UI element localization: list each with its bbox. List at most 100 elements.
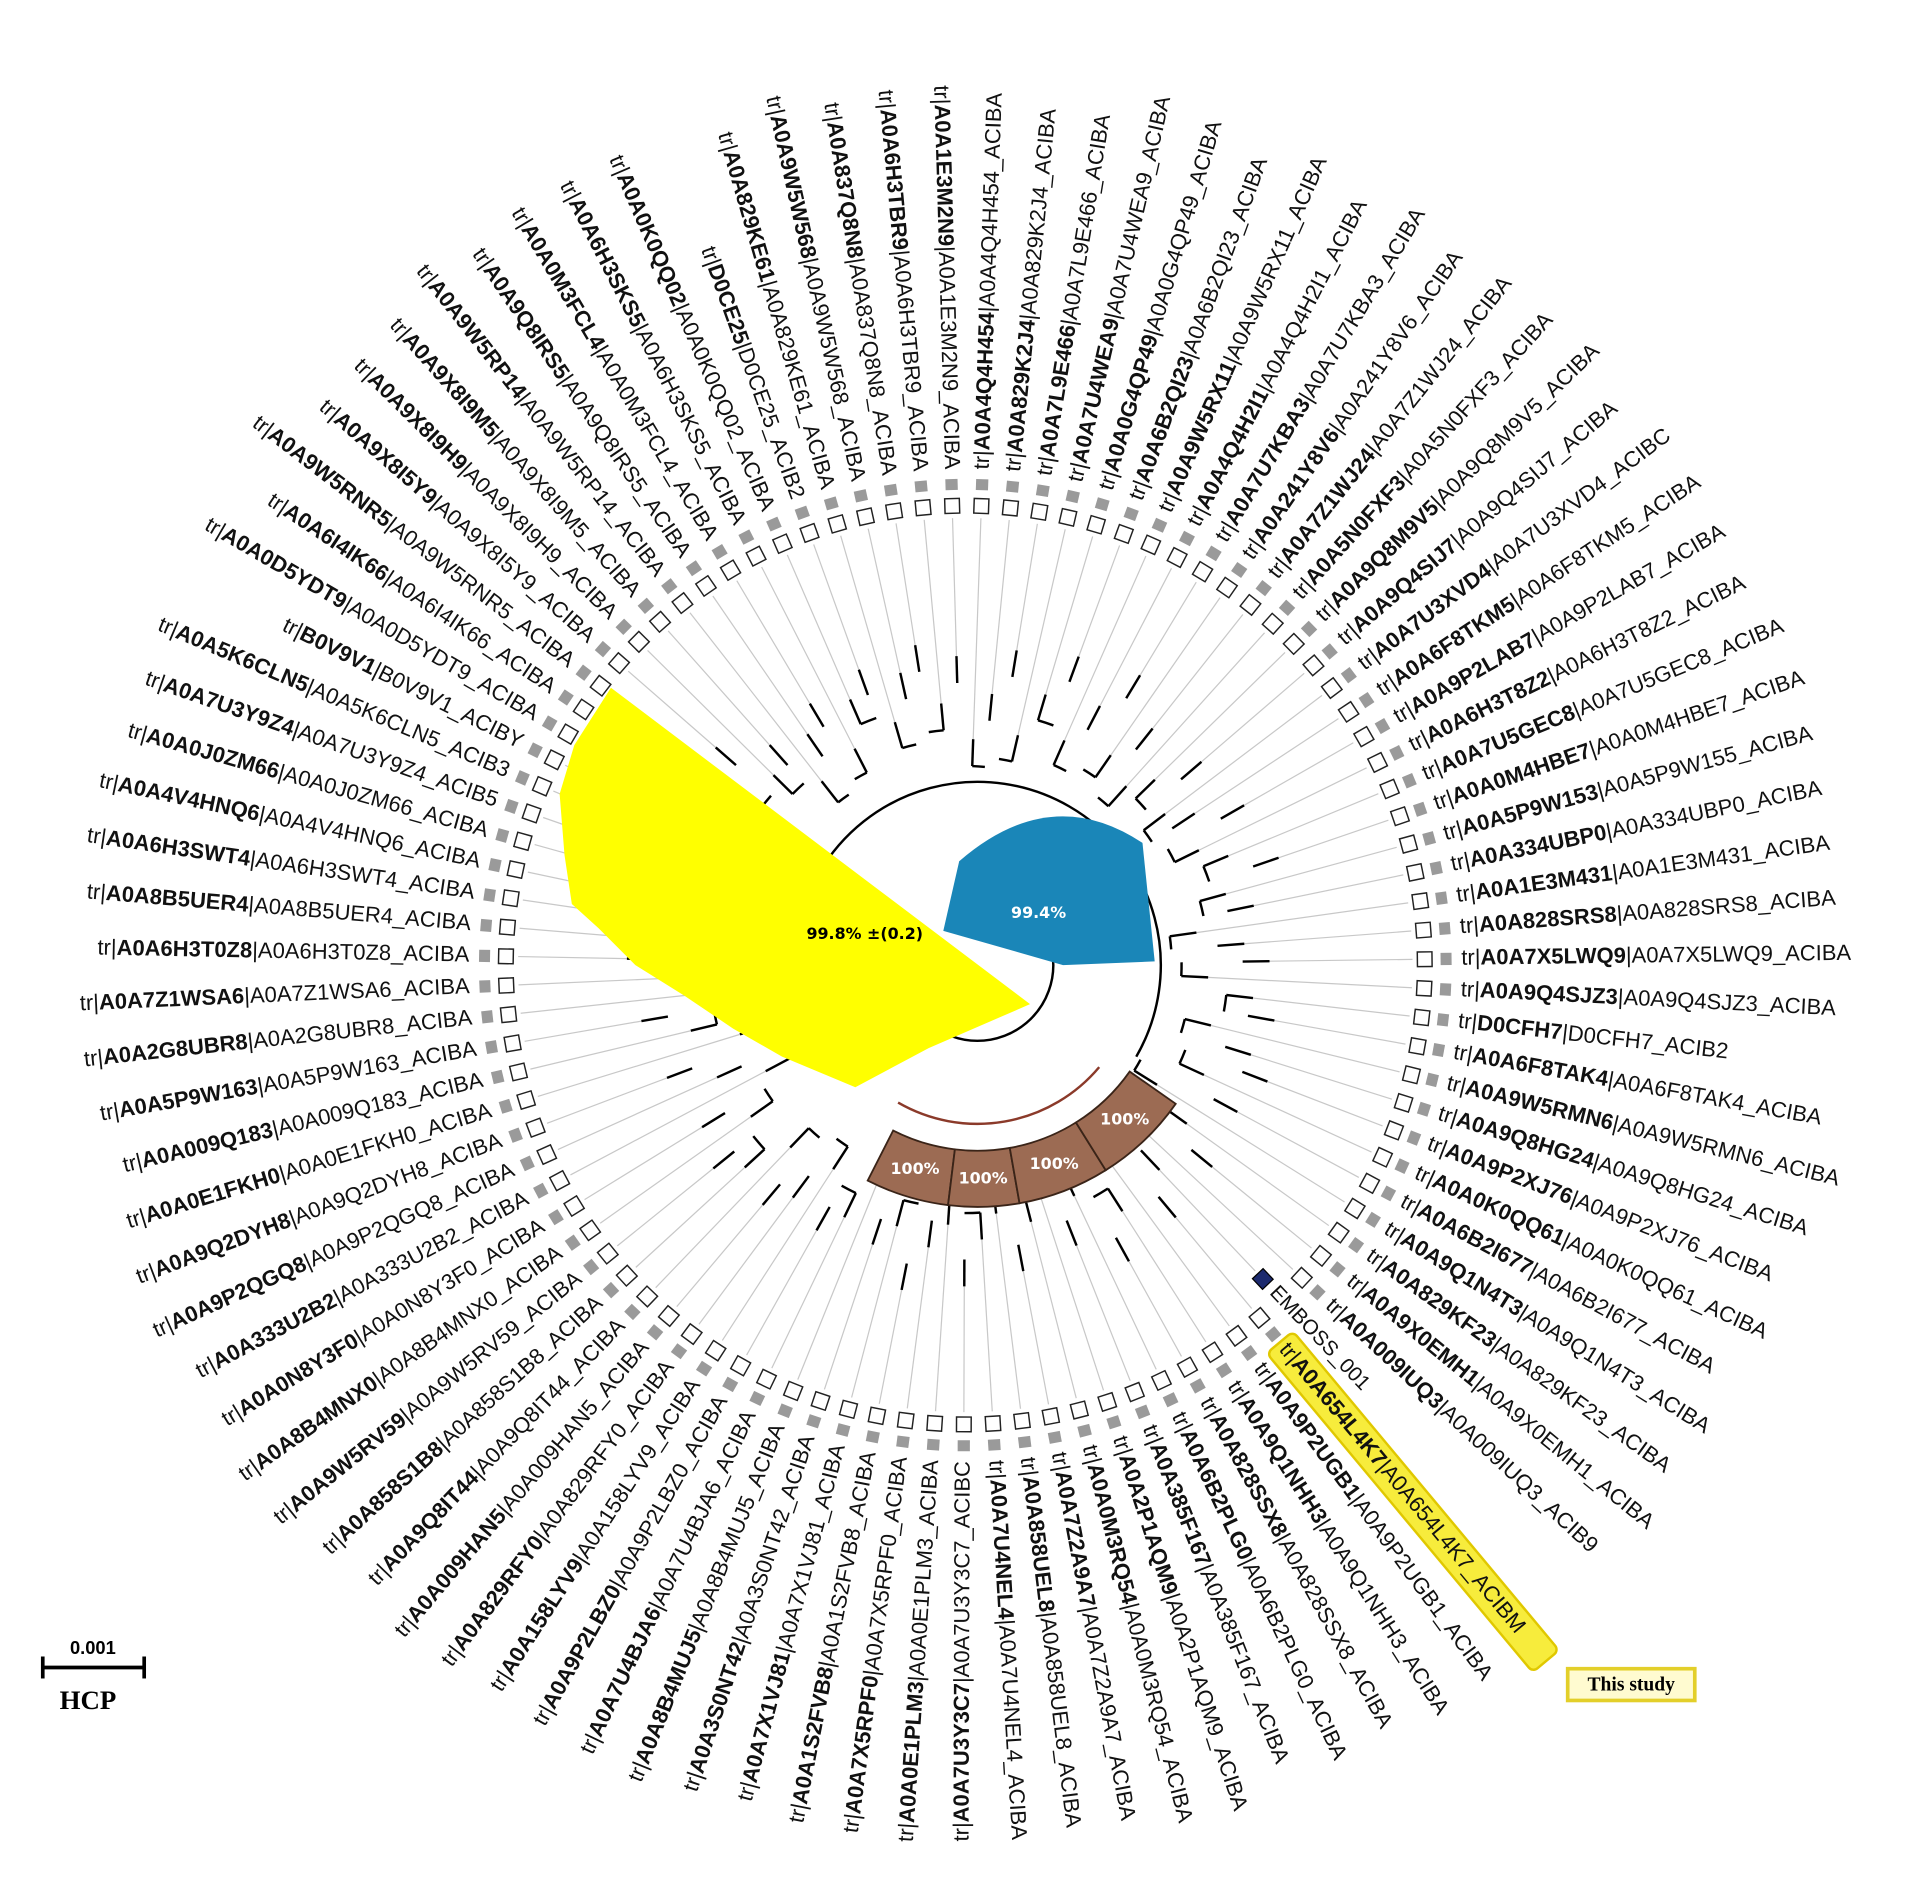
- leaf-branch: [1156, 1084, 1345, 1203]
- branch: [1171, 812, 1196, 830]
- leaf-accession: A0A7U4NEL4: [986, 1478, 1019, 1621]
- leaf-box: [1097, 1391, 1118, 1413]
- leaf-branch: [530, 1030, 691, 1070]
- study-note-box: [1565, 1666, 1697, 1703]
- branch: [820, 780, 840, 804]
- leaf-marker: [853, 489, 869, 503]
- branch: [857, 669, 870, 696]
- leaf-label: tr|A0A1E3M2N9|A0A1E3M2N9_ACIBA: [929, 85, 965, 470]
- leaf-branch: [1016, 523, 1038, 651]
- leaf-box: [867, 1406, 887, 1426]
- leaf-text: tr|: [98, 1097, 121, 1125]
- branch: [1140, 1149, 1161, 1171]
- leaf-branch: [895, 523, 916, 646]
- branch: [1125, 674, 1142, 699]
- leaf-accession: A0A828SRS8: [1478, 901, 1618, 936]
- branch: [701, 1112, 726, 1129]
- leaf-marker: [823, 496, 839, 511]
- leaf-label: tr|A0A7U3Y3C7|A0A7U3Y3C7_ACIBC: [948, 1461, 974, 1842]
- branch-arc: [817, 780, 1162, 1058]
- clade-brown: [1074, 1070, 1177, 1172]
- branch: [927, 1220, 934, 1248]
- branch-arc: [1222, 994, 1228, 1012]
- leaf-accession: A0A8B5UER4: [105, 880, 250, 917]
- branch: [750, 1100, 774, 1118]
- leaf-accession: A0A9W5W568: [766, 112, 822, 261]
- leaf-branch: [524, 1020, 642, 1042]
- branches: [518, 518, 1413, 1413]
- leaf-marker: [514, 770, 530, 786]
- leaf-text: |A0A858UEL8_ACIBA: [1035, 1610, 1087, 1829]
- clade-brown-label: 100%: [890, 1159, 939, 1178]
- leaf-marker: [480, 918, 493, 932]
- leaf-branch: [1274, 1019, 1406, 1045]
- branch: [1174, 849, 1200, 864]
- branch: [768, 744, 789, 766]
- leaf-branch: [1201, 672, 1305, 763]
- leaf-box: [1261, 612, 1285, 636]
- leaf-box: [563, 1194, 586, 1218]
- leaf-box: [1416, 951, 1433, 968]
- branch: [832, 1145, 849, 1170]
- leaf-accession: A0A7X5LWQ9: [1480, 942, 1626, 969]
- leaf-box: [1225, 1324, 1248, 1348]
- leaf-box: [782, 1380, 804, 1402]
- leaf-box: [589, 674, 612, 698]
- leaf-text: tr|: [1461, 944, 1480, 969]
- leaf-box: [755, 1368, 778, 1390]
- leaf-marker: [1440, 952, 1452, 966]
- leaf-box: [1415, 979, 1433, 997]
- leaf-text: |A0A7X5LWQ9_ACIBA: [1626, 940, 1852, 968]
- leaf-text: tr|: [968, 450, 994, 470]
- leaf-box: [745, 545, 767, 567]
- leaf-box: [1150, 1369, 1173, 1392]
- leaf-marker: [1189, 1378, 1206, 1394]
- branch: [1169, 931, 1197, 938]
- leaf-marker: [1065, 489, 1080, 504]
- leaf-box: [627, 630, 651, 654]
- branch-arc: [1168, 936, 1173, 950]
- branch: [853, 748, 868, 774]
- leaf-branch: [689, 612, 823, 782]
- leaf-text: tr|: [1459, 912, 1480, 938]
- leaf-marker: [483, 888, 496, 902]
- leaf-branch: [1196, 902, 1409, 934]
- leaf-marker: [835, 1423, 851, 1437]
- branch-arc: [928, 729, 944, 734]
- branch: [1190, 1148, 1213, 1168]
- leaf-branch: [1208, 976, 1412, 989]
- leaf-branch: [786, 554, 851, 700]
- leaf-box: [525, 1117, 546, 1139]
- leaf-branch: [981, 1239, 993, 1412]
- leaf-marker: [945, 478, 958, 491]
- leaf-label: tr|A0A7Z1WSA6|A0A7Z1WSA6_ACIBA: [79, 973, 470, 1015]
- branch: [939, 703, 945, 731]
- leaf-accession: D0CE25: [703, 261, 755, 348]
- leaf-marker: [498, 1098, 513, 1114]
- branch: [1052, 739, 1066, 766]
- leaf-box: [827, 513, 848, 534]
- leaf-branch: [1063, 555, 1147, 741]
- leaf-marker: [557, 689, 574, 706]
- leaf-accession: A0A7Z1WSA6: [98, 983, 244, 1014]
- leaf-text: tr|: [783, 1801, 811, 1825]
- scale-bar: 0.001 HCP: [40, 1637, 147, 1715]
- leaf-branch: [995, 1213, 1022, 1409]
- branch: [712, 1150, 736, 1170]
- leaf-branch: [667, 630, 771, 746]
- branch: [899, 672, 908, 700]
- branch: [843, 1192, 857, 1218]
- leaf-marker: [1389, 745, 1405, 761]
- leaf-branch: [1250, 1054, 1393, 1100]
- branch: [1157, 1196, 1177, 1219]
- leaf-box: [548, 1169, 571, 1192]
- leaf-marker: [533, 1182, 549, 1199]
- leaf-box: [719, 559, 742, 582]
- leaf-label: tr|A0A7X5LWQ9|A0A7X5LWQ9_ACIBA: [1461, 940, 1851, 970]
- leaf-branch: [546, 1077, 668, 1124]
- leaf-marker: [865, 1430, 880, 1444]
- leaf-branch: [1267, 1080, 1383, 1127]
- leaf-marker: [564, 1234, 581, 1251]
- leaf-branch: [1244, 930, 1412, 945]
